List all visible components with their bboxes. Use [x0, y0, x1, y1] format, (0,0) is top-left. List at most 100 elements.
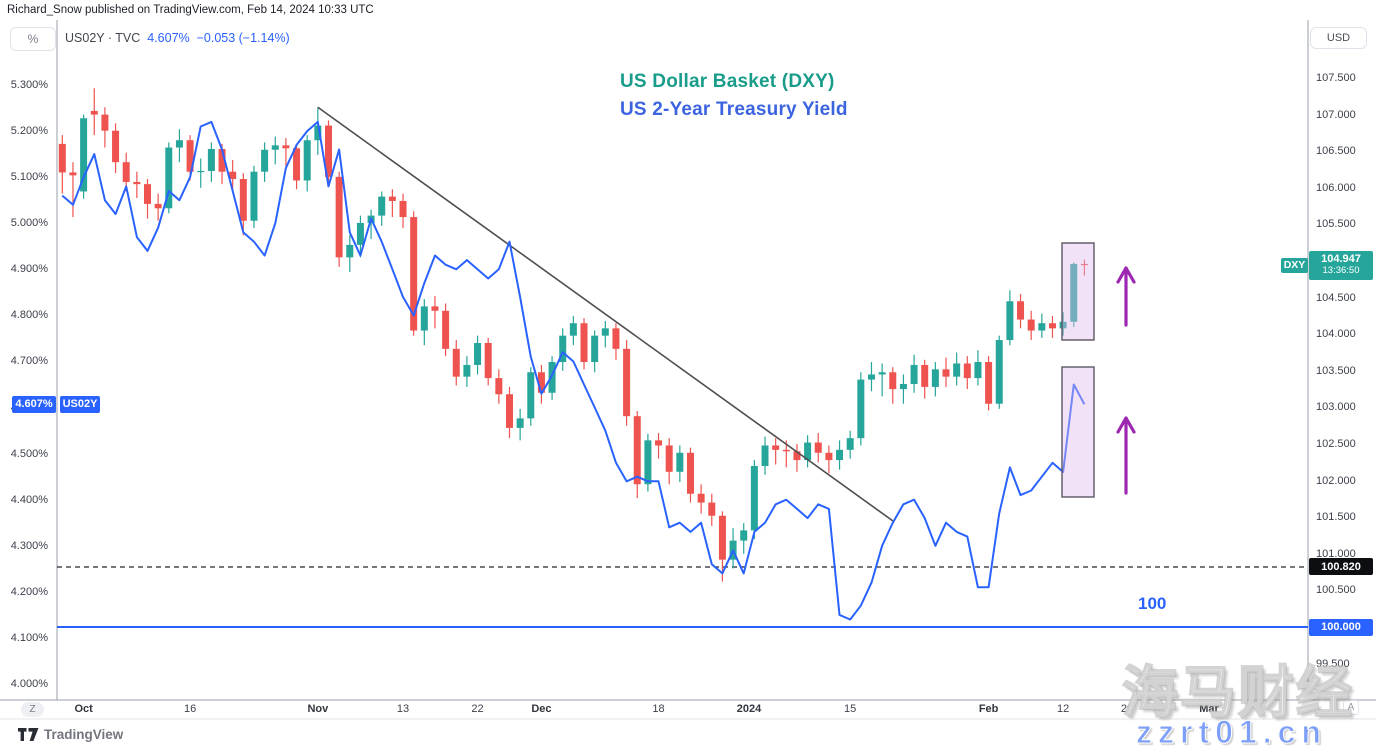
publish-attribution: Richard_Snow published on TradingView.co… — [7, 4, 374, 16]
candle-body — [1070, 263, 1078, 322]
dxy-candles-series[interactable] — [58, 88, 1088, 582]
up-arrow-annotation-1[interactable] — [1116, 266, 1136, 327]
candle-body — [878, 372, 886, 375]
candle-body — [335, 176, 343, 258]
candle-body — [580, 323, 588, 363]
right-axis-tick: 104.500 — [1316, 291, 1356, 304]
candle-body — [80, 118, 88, 192]
up-arrow-stroke — [1124, 416, 1136, 434]
candle-body — [463, 364, 471, 377]
percent-scale-button[interactable]: % — [10, 27, 56, 51]
candle-body — [921, 364, 929, 387]
candle-body — [90, 110, 98, 115]
right-axis-tick: 101.500 — [1316, 511, 1356, 524]
timezone-button[interactable]: Z — [21, 702, 44, 717]
right-axis-tick: 99.500 — [1316, 657, 1350, 670]
candle-body — [112, 130, 120, 163]
candle-body — [58, 143, 66, 173]
time-axis-label: 15 — [844, 703, 857, 715]
candle-body — [133, 181, 141, 185]
candle-body — [857, 379, 865, 439]
time-axis-label: 2024 — [736, 703, 762, 715]
candle-body — [1038, 323, 1046, 331]
time-axis-label: 13 — [396, 703, 410, 715]
candle-body — [261, 149, 269, 172]
time-axis-label: Dec — [531, 703, 552, 715]
time-axis-label: 18 — [652, 703, 665, 715]
candle-body — [655, 440, 663, 446]
candle-body — [782, 449, 790, 452]
candle-body — [1048, 323, 1056, 329]
watermark-cn: 海马财经 — [1121, 660, 1354, 725]
right-axis-tick: 107.000 — [1316, 108, 1356, 121]
right-axis-tick: 103.000 — [1316, 401, 1356, 414]
candle-body — [963, 363, 971, 379]
candle-body — [1027, 319, 1035, 331]
left-axis-tick: 5.200% — [10, 125, 48, 138]
candle-body — [154, 203, 162, 209]
candle-body — [527, 372, 535, 419]
candle-body — [793, 451, 801, 461]
candle-body — [559, 335, 567, 363]
candle-body — [207, 149, 215, 171]
left-axis-tick: 4.200% — [10, 585, 48, 598]
candle-body — [825, 452, 833, 461]
right-axis-tick: 101.000 — [1316, 547, 1356, 560]
dxy-price-badge: 104.947 13:36:50 — [1309, 250, 1373, 280]
level-100-label: 100 — [1138, 594, 1167, 613]
highlight-box-yield[interactable] — [1061, 366, 1095, 498]
candle-body — [740, 530, 748, 541]
legend-symbol[interactable]: US02Y · TVC — [65, 31, 141, 45]
time-axis-label: 20 — [1120, 703, 1134, 715]
candle-body — [165, 147, 173, 209]
candle-body — [676, 452, 684, 472]
tradingview-logo[interactable]: TradingView — [18, 727, 123, 742]
left-axis-tick: 4.100% — [10, 631, 48, 644]
candle-body — [633, 416, 641, 485]
candle-body — [889, 372, 897, 390]
candle-body — [239, 179, 247, 221]
left-axis-tick: 4.500% — [10, 447, 48, 460]
candle-body — [910, 364, 918, 384]
left-axis-tick: 4.300% — [10, 539, 48, 552]
candle-body — [303, 140, 311, 181]
candle-body — [442, 310, 450, 349]
candle-body — [314, 125, 322, 141]
candle-body — [410, 217, 418, 331]
time-axis-label: Mar — [1199, 703, 1219, 715]
candle-body — [708, 502, 716, 516]
candle-body — [431, 306, 439, 311]
candle-body — [836, 449, 844, 461]
legend-change: −0.053 (−1.14%) — [196, 31, 290, 45]
candle-body — [420, 306, 428, 331]
auto-scale-button[interactable]: A — [1343, 700, 1359, 715]
candle-body — [772, 445, 780, 450]
candle-body — [399, 200, 407, 218]
candle-body — [718, 515, 726, 560]
candle-body — [750, 465, 758, 531]
right-axis-tick: 106.500 — [1316, 145, 1356, 158]
candle-body — [804, 442, 812, 461]
candle-body — [324, 125, 332, 177]
highlight-box-dxy[interactable] — [1061, 242, 1095, 341]
right-axis-tick: 105.500 — [1316, 218, 1356, 231]
descending-trendline[interactable] — [317, 106, 894, 522]
up-arrow-annotation-2[interactable] — [1116, 416, 1136, 495]
candle-body — [537, 372, 545, 393]
time-axis-label: Oct — [74, 703, 93, 715]
candle-body — [697, 493, 705, 503]
right-axis-tick: 104.000 — [1316, 328, 1356, 341]
candle-body — [452, 348, 460, 377]
candle-body — [474, 342, 482, 365]
symbol-legend[interactable]: US02Y · TVC 4.607% −0.053 (−1.14%) — [65, 31, 290, 45]
candle-body — [867, 374, 875, 380]
up-arrow-stroke — [1116, 416, 1128, 434]
candle-body — [899, 383, 907, 390]
candle-body — [1080, 263, 1088, 266]
left-axis-tick: 5.000% — [10, 217, 48, 230]
usd-scale-button[interactable]: USD — [1310, 27, 1367, 49]
us02y-yield-line[interactable] — [61, 120, 1086, 621]
time-axis-label: 22 — [471, 703, 484, 715]
candle-body — [665, 445, 673, 472]
